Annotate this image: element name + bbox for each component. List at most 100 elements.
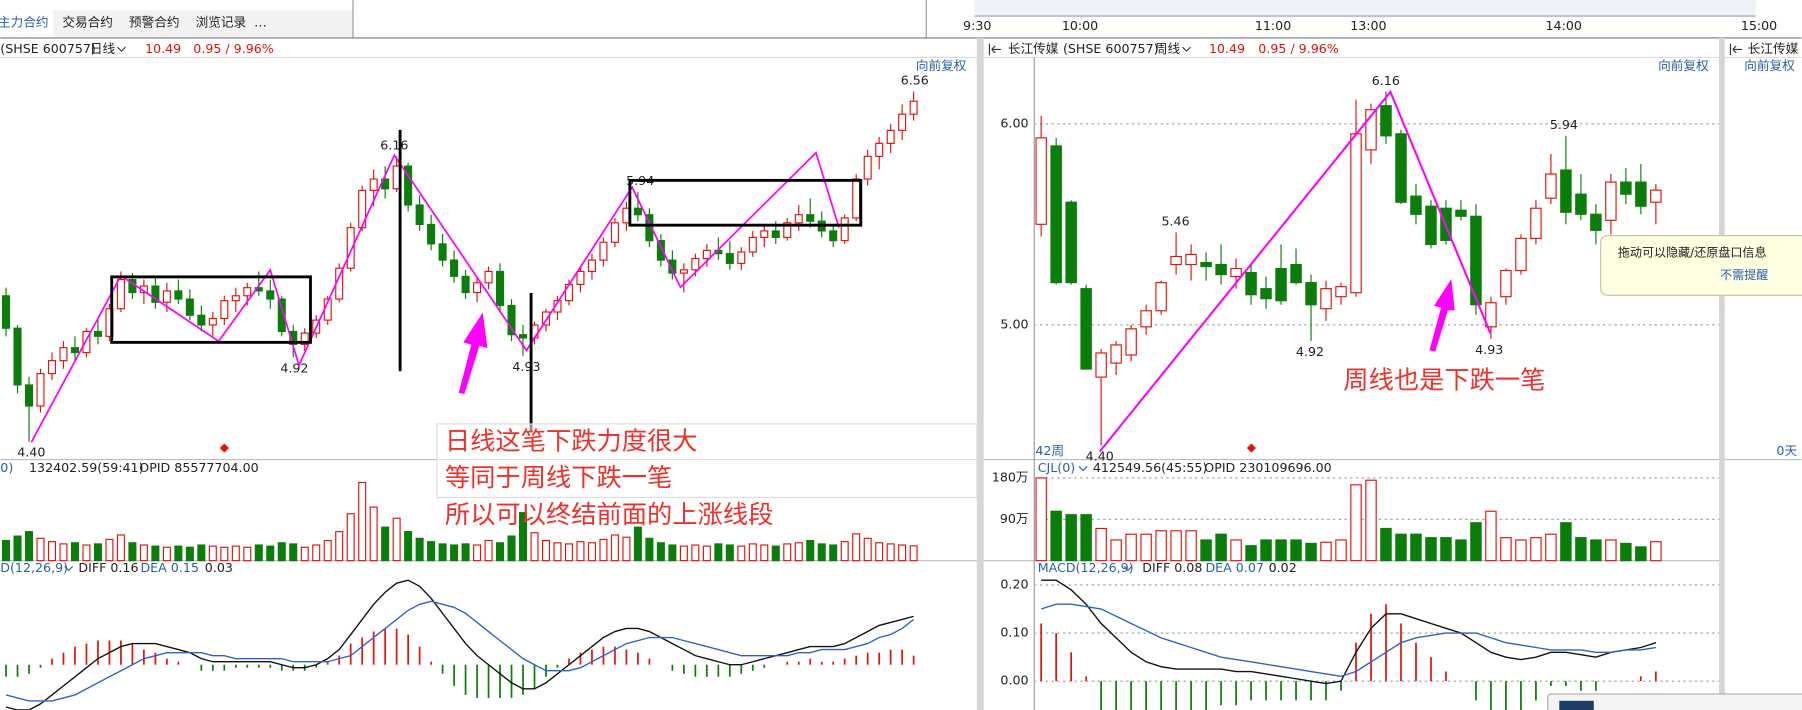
candle-body: [404, 165, 413, 206]
tooltip-dismiss[interactable]: 不需提醒: [1720, 267, 1768, 282]
period[interactable]: 周线: [1155, 41, 1181, 56]
annotation: 等同于周线下跌一笔: [445, 463, 672, 492]
volume-bar: [587, 542, 596, 562]
tooltip[interactable]: [1600, 234, 1802, 296]
volume-bar: [47, 541, 57, 562]
indicator-name[interactable]: CJL(0): [1038, 460, 1075, 475]
volume-bar: [1110, 539, 1122, 562]
change: 0.95 / 9.96%: [1258, 41, 1339, 56]
candle-body: [70, 347, 79, 354]
symbol: (SHSE 600757): [1063, 41, 1159, 56]
candle-body: [725, 253, 734, 264]
tab[interactable]: …: [254, 14, 267, 29]
dea-line: [5, 600, 915, 702]
candle-body: [47, 360, 57, 375]
dropdown-icon[interactable]: [1078, 466, 1088, 472]
adjust-button[interactable]: 向前复权: [916, 58, 967, 73]
volume-bar: [450, 544, 459, 562]
candle-body: [162, 290, 171, 303]
candle-body: [484, 270, 493, 284]
candle-body: [1545, 173, 1557, 199]
volume-bar: [438, 543, 447, 562]
dropdown-icon[interactable]: [1123, 565, 1133, 572]
stroke-drawing: [30, 151, 840, 443]
macd-value: 0.03: [205, 560, 233, 575]
diff-line: [1041, 579, 1657, 685]
y-tick-label: 0.20: [1000, 576, 1028, 591]
adjust-button[interactable]: 向前复权: [1744, 58, 1795, 73]
collapse-icon[interactable]: [1729, 43, 1742, 56]
dropdown-icon[interactable]: [1182, 46, 1191, 52]
dea-line: [1040, 603, 1657, 678]
daily-chart: 6.566.165.944.404.92 4.93: [2, 73, 929, 710]
indicator-name[interactable]: 0): [0, 460, 13, 475]
volume-bar: [1230, 539, 1242, 562]
candle-body: [59, 347, 68, 362]
candle-body: [300, 332, 309, 346]
adjust-button[interactable]: 向前复权: [1658, 58, 1709, 73]
candle-body: [748, 236, 757, 253]
volume-bar: [1515, 539, 1527, 562]
indicator-value: 412549.56(45:55): [1093, 460, 1208, 475]
dropdown-icon[interactable]: [64, 565, 74, 572]
low-label: 4.92: [1296, 344, 1324, 359]
dropdown-icon[interactable]: [117, 46, 126, 52]
y-tick-label: 90万: [1000, 511, 1029, 526]
volume-bar: [197, 544, 206, 562]
volume-bar: [496, 542, 505, 562]
volume-bar: [1245, 545, 1257, 562]
indicator-name[interactable]: MACD(12,26,9): [1038, 560, 1134, 575]
candle-body: [1035, 137, 1047, 225]
candle-body: [1530, 207, 1542, 239]
candle-body: [1425, 205, 1437, 245]
candle-body: [852, 178, 861, 219]
candle-body: [886, 129, 895, 144]
event-marker[interactable]: [219, 443, 229, 453]
candle-body: [656, 240, 665, 261]
volume-bar: [1320, 541, 1332, 562]
volume-bar: [1635, 546, 1647, 562]
arrow-drawing: [1429, 279, 1455, 352]
candle-body: [174, 290, 183, 300]
volume-bar: [323, 539, 332, 562]
volume-bar: [748, 543, 757, 562]
candle-body: [1065, 201, 1077, 284]
tab[interactable]: 预警合约: [129, 14, 180, 29]
period[interactable]: 日线: [90, 41, 116, 56]
candle-body: [645, 214, 654, 242]
candle-body: [2, 295, 11, 329]
y-tick-label: 0.10: [1000, 625, 1028, 640]
volume-bar: [840, 541, 849, 562]
candle-body: [1290, 263, 1302, 284]
low-label: 4.93: [1475, 342, 1503, 357]
collapse-icon[interactable]: [988, 43, 1001, 56]
tab[interactable]: 主力合约: [0, 14, 48, 29]
volume-bar: [70, 542, 79, 562]
candle-body: [898, 113, 907, 131]
status-icon: [1559, 700, 1594, 710]
bar-count: 42周: [1035, 443, 1064, 458]
event-marker[interactable]: [1246, 443, 1256, 453]
candle-body: [1200, 261, 1212, 268]
volume-bar: [1590, 539, 1602, 562]
volume-bar: [59, 543, 68, 562]
candle-body: [875, 142, 884, 157]
y-tick-label: 5.00: [1000, 316, 1028, 331]
volume-bar: [243, 546, 252, 562]
volume-bar: [1500, 537, 1512, 562]
candle-body: [806, 214, 815, 222]
indicator-name[interactable]: D(12,26,9): [0, 560, 68, 575]
volume-bar: [806, 539, 815, 562]
candle-body: [496, 270, 505, 307]
candle-body: [599, 241, 608, 261]
volume-bar: [530, 532, 539, 562]
tab-selected: [0, 10, 54, 37]
candle-body: [1140, 310, 1152, 328]
volume-bar: [702, 545, 711, 562]
candle-body: [702, 249, 711, 260]
tab[interactable]: 浏览记录: [196, 14, 247, 29]
tab[interactable]: 交易合约: [62, 14, 112, 29]
volume-bar: [863, 537, 872, 562]
